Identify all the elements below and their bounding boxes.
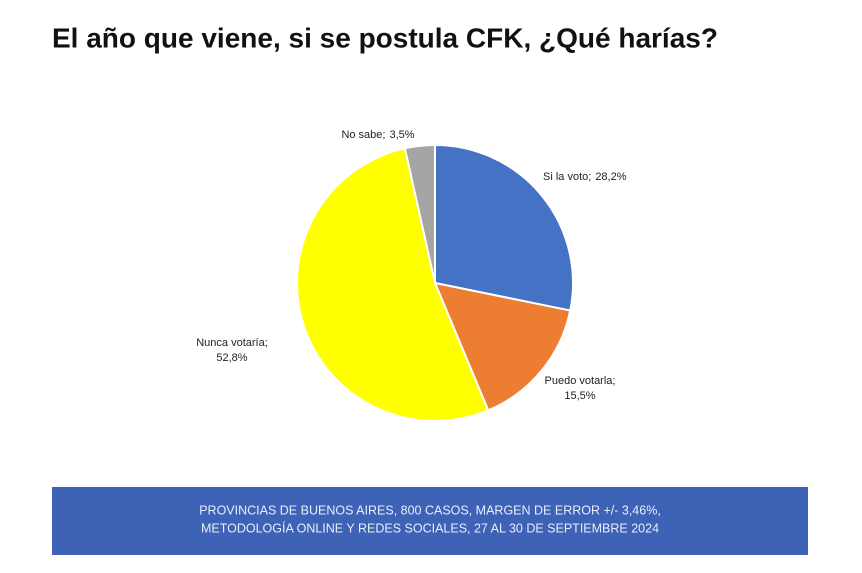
- footer-line: METODOLOGÍA ONLINE Y REDES SOCIALES, 27 …: [201, 520, 659, 535]
- pie-slice: [296, 147, 490, 422]
- slice-value: 52,8%: [216, 352, 247, 364]
- slice-value: 28,2%: [595, 171, 626, 183]
- slice-name: No sabe;: [341, 129, 385, 141]
- slice-name: Nunca votaría;: [196, 337, 268, 349]
- pie-slice: [433, 281, 572, 412]
- slice-value: 3,5%: [389, 129, 414, 141]
- pie-slice: [434, 143, 574, 312]
- footer-box: [52, 487, 808, 555]
- slice-name: Puedo votarla;: [545, 375, 616, 387]
- chart-title: El año que viene, si se postula CFK, ¿Qu…: [52, 22, 718, 53]
- slice-value: 15,5%: [564, 390, 595, 402]
- data-label: Si la voto; 28,2%: [543, 171, 627, 183]
- footer-line: PROVINCIAS DE BUENOS AIRES, 800 CASOS, M…: [199, 503, 661, 517]
- pie-slice: [403, 143, 436, 284]
- data-label: No sabe; 3,5%: [341, 129, 414, 141]
- slice-name: Si la voto;: [543, 171, 591, 183]
